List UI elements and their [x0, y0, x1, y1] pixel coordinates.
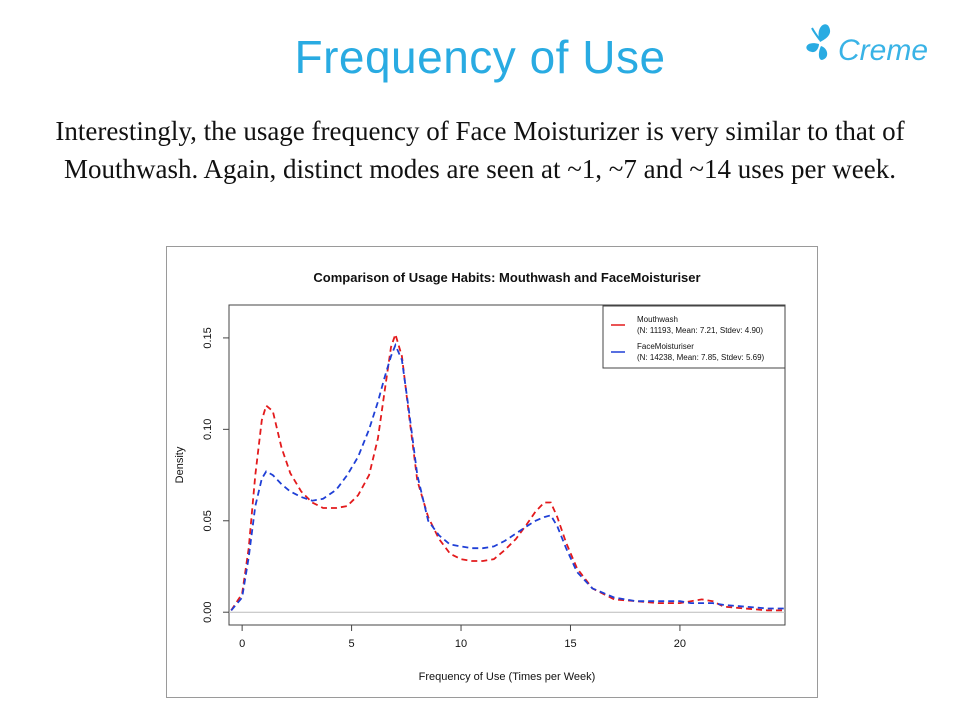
brand-logo: Creme: [800, 16, 950, 76]
series-lines: [230, 331, 785, 612]
density-chart: Comparison of Usage Habits: Mouthwash an…: [166, 246, 818, 698]
slide-body-text: Interestingly, the usage frequency of Fa…: [55, 116, 905, 184]
plot-area: [228, 304, 786, 626]
y-tick-label: 0.05: [202, 510, 214, 531]
axes: 0 5 10 15 20 0.00 0.05 0.10 0.15: [202, 327, 785, 650]
legend-detail-mouthwash: (N: 11193, Mean: 7.21, Stdev: 4.90): [637, 326, 763, 335]
slide-title: Frequency of Use: [294, 31, 666, 83]
x-tick-label: 0: [239, 638, 245, 650]
x-axis-label: Frequency of Use (Times per Week): [419, 671, 596, 683]
chart-title: Comparison of Usage Habits: Mouthwash an…: [313, 270, 700, 285]
y-axis-label: Density: [174, 446, 186, 483]
butterfly-logo-icon: [806, 24, 831, 60]
y-tick-label: 0.00: [202, 601, 214, 622]
chart-svg: Comparison of Usage Habits: Mouthwash an…: [174, 270, 786, 683]
legend-detail-facemoisturiser: (N: 14238, Mean: 7.85, Stdev: 5.69): [637, 353, 765, 362]
legend-box: [602, 305, 786, 369]
series-line-facemoisturiser: [230, 342, 785, 611]
series-line-mouthwash: [230, 331, 785, 612]
legend-label-facemoisturiser: FaceMoisturiser: [637, 342, 694, 351]
x-tick-label: 20: [674, 638, 686, 650]
y-tick-label: 0.15: [202, 327, 214, 348]
y-tick-label: 0.10: [202, 419, 214, 440]
x-tick-label: 10: [455, 638, 467, 650]
legend-label-mouthwash: Mouthwash: [637, 315, 678, 324]
brand-name: Creme: [838, 34, 929, 67]
legend: Mouthwash (N: 11193, Mean: 7.21, Stdev: …: [602, 305, 786, 369]
x-tick-label: 15: [564, 638, 576, 650]
x-tick-label: 5: [349, 638, 355, 650]
